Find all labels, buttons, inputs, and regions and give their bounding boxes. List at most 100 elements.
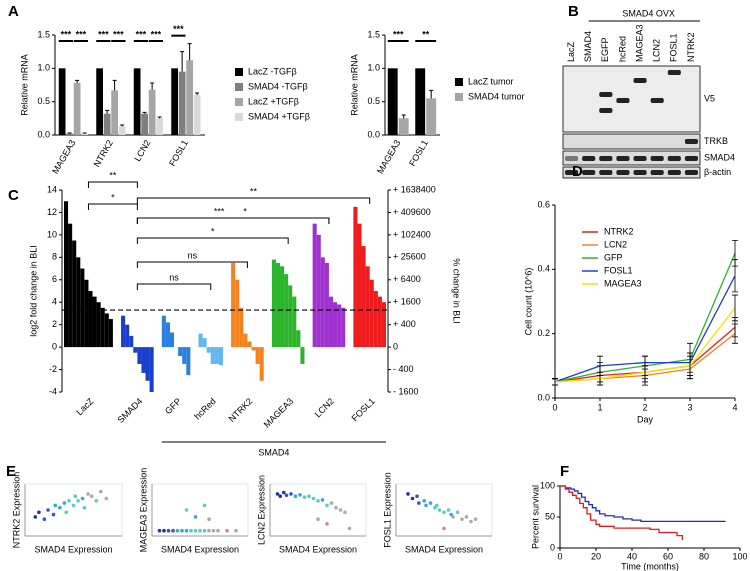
y-tick-label: 6 <box>52 274 57 284</box>
point <box>171 528 175 533</box>
point <box>71 503 76 508</box>
bar <box>206 347 211 353</box>
lane-label: FOSL1 <box>669 33 679 62</box>
bar <box>271 259 276 348</box>
x-tick-label: LCN2 <box>132 138 152 163</box>
bar <box>118 126 126 135</box>
point <box>316 499 320 503</box>
point <box>67 499 71 503</box>
bar <box>145 347 150 381</box>
x-axis-label: SMAD4 Expression <box>161 544 239 554</box>
bar <box>288 285 293 348</box>
point <box>207 528 211 533</box>
point <box>455 510 460 515</box>
bar <box>316 234 321 348</box>
error-bar <box>195 92 200 95</box>
y-tick-label: 0 <box>550 542 555 552</box>
point <box>338 508 343 512</box>
bar <box>251 347 256 351</box>
point <box>76 499 80 503</box>
error-bar <box>732 323 738 344</box>
y-tick-label: 1.5 <box>37 29 50 39</box>
bar <box>104 313 109 348</box>
y-tick-label: 0.0 <box>537 392 550 402</box>
lane-label: MAGEA3 <box>634 24 644 62</box>
group-label: SMAD4 <box>258 447 289 457</box>
x-tick-label: MAGEA3 <box>50 138 77 175</box>
bar <box>292 296 297 348</box>
y2-tick-label: - 1600 <box>393 386 419 396</box>
significance-label: ** <box>422 29 430 39</box>
point <box>325 503 329 508</box>
error-bar <box>112 79 117 91</box>
blot-strip <box>562 65 701 133</box>
blot-band <box>667 170 681 175</box>
bar <box>64 201 69 348</box>
y2-tick-label: + 409600 <box>393 207 431 217</box>
bar <box>243 333 248 348</box>
point <box>189 528 193 533</box>
point <box>347 526 352 531</box>
bar <box>121 315 126 348</box>
point <box>275 492 280 496</box>
x-tick-label: 0 <box>557 551 562 561</box>
y-axis-label: LCN2 Expression <box>256 475 266 545</box>
lane-label: LCN2 <box>652 39 662 62</box>
bar <box>369 279 374 348</box>
error-bar <box>401 114 406 119</box>
y-axis-label: FOSL1 Expression <box>382 472 392 548</box>
bar <box>255 347 260 364</box>
bar <box>387 68 398 135</box>
error-bar <box>732 294 738 322</box>
blot-band <box>565 170 579 175</box>
bar <box>129 335 134 348</box>
point <box>180 528 184 533</box>
blot-band <box>616 170 630 175</box>
bar <box>193 95 201 135</box>
y-tick-label: 4 <box>52 297 57 307</box>
bar <box>202 338 207 348</box>
blot-strip <box>562 166 701 179</box>
legend-label: SMAD4 tumor <box>468 91 525 101</box>
bar <box>210 347 215 364</box>
significance-label: *** <box>136 29 147 39</box>
y-axis-label: MAGEA3 Expression <box>138 468 148 553</box>
bar <box>76 257 81 348</box>
bar <box>66 133 73 135</box>
comparison-label: ns <box>169 272 179 282</box>
point <box>278 494 283 499</box>
x-axis-label: Time (months) <box>621 561 679 571</box>
y-tick-label: -4 <box>49 386 57 396</box>
y-tick-label: 1.0 <box>37 63 50 73</box>
bar <box>337 304 342 348</box>
significance-label: *** <box>98 29 109 39</box>
comparison-bracket <box>87 203 138 210</box>
point <box>417 501 421 505</box>
legend-swatch <box>235 98 243 106</box>
y2-tick-label: + 6400 <box>393 274 421 284</box>
y-tick-label: 0.6 <box>537 199 550 209</box>
point <box>298 493 302 497</box>
x-tick-label: FOSL1 <box>167 138 190 168</box>
x-tick-label: 0 <box>552 402 557 412</box>
blot-band <box>582 156 596 161</box>
blot-band <box>684 170 698 175</box>
bar <box>156 118 163 135</box>
point <box>166 528 171 533</box>
error-bar <box>187 43 192 61</box>
plot-area <box>151 483 249 537</box>
panel-letter: A <box>8 3 19 20</box>
bar <box>259 347 264 381</box>
bar <box>137 347 142 364</box>
point <box>307 494 311 499</box>
point <box>53 503 58 508</box>
error-bar <box>732 259 738 293</box>
point <box>211 528 216 533</box>
x-tick-label: FOSL1 <box>407 138 430 168</box>
x-axis-label: Day <box>637 414 654 424</box>
bar <box>324 262 329 348</box>
blot-band <box>650 98 664 103</box>
legend-swatch <box>455 93 463 101</box>
point <box>33 515 38 519</box>
x-tick-label: 20 <box>591 551 601 561</box>
